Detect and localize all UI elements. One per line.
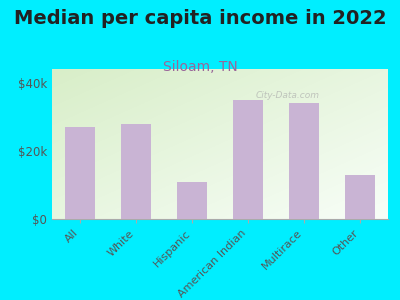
Bar: [122, 124, 150, 219]
Bar: [234, 100, 262, 219]
Text: City-Data.com: City-Data.com: [255, 92, 319, 100]
Bar: [346, 175, 374, 219]
Bar: [66, 127, 94, 219]
Text: Siloam, TN: Siloam, TN: [163, 60, 237, 74]
Bar: [178, 182, 206, 219]
Bar: [290, 103, 318, 219]
Text: Median per capita income in 2022: Median per capita income in 2022: [14, 9, 386, 28]
